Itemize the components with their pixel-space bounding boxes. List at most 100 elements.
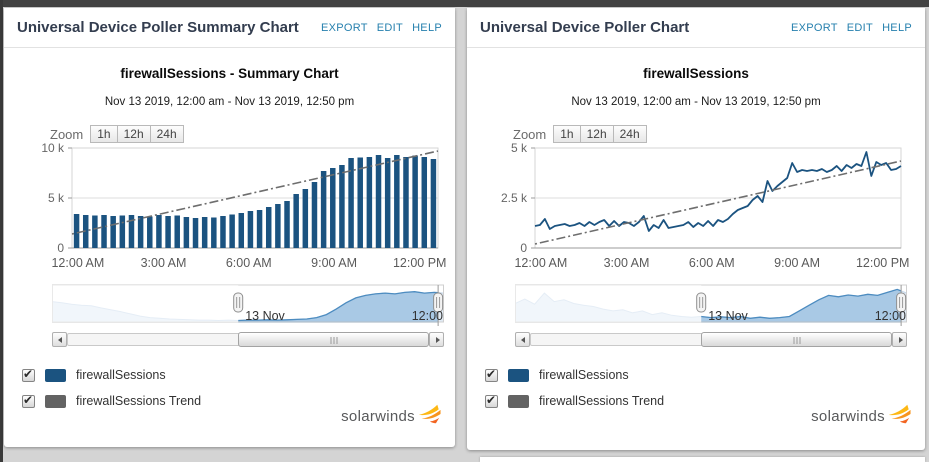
- bar: [265, 207, 272, 248]
- trend-color-swatch: [45, 394, 66, 408]
- navigator-handle-left[interactable]: [696, 292, 707, 313]
- zoom-24h-button[interactable]: 24h: [149, 125, 184, 143]
- summary-chart-resource-panel: Universal Device Poller Summary Chart EX…: [4, 8, 455, 447]
- y-axis-label: 2.5 k: [501, 191, 528, 205]
- bar: [101, 215, 107, 248]
- partial-panel-below: [480, 457, 925, 462]
- y-axis-label: 5 k: [48, 191, 65, 205]
- x-axis-label: 3:00 AM: [604, 256, 650, 270]
- left-window-edge: [0, 0, 3, 462]
- x-axis-label: 3:00 AM: [141, 256, 187, 270]
- bar: [394, 155, 400, 248]
- bar: [192, 218, 199, 248]
- left-arrow-icon: [521, 337, 525, 343]
- trend-checkbox[interactable]: [22, 393, 35, 408]
- bar: [110, 216, 116, 248]
- bar: [201, 217, 208, 248]
- help-link[interactable]: HELP: [882, 21, 912, 34]
- scroll-right-button[interactable]: [892, 332, 907, 347]
- bar: [211, 217, 217, 248]
- navigator-chart[interactable]: 13 Nov 12:00: [515, 280, 907, 330]
- series-line: [534, 151, 902, 232]
- zoom-controls: Zoom 1h 12h 24h: [513, 125, 647, 143]
- bar: [339, 165, 345, 248]
- chart-legend: firewallSessions firewallSessions Trend: [485, 362, 664, 414]
- resource-header-links: EXPORT EDIT HELP: [791, 22, 912, 34]
- trend-color-swatch: [508, 394, 529, 408]
- bar: [156, 215, 162, 248]
- bar: [366, 157, 373, 248]
- chart-date-range: Nov 13 2019, 12:00 am - Nov 13 2019, 12:…: [104, 96, 355, 108]
- bar: [119, 215, 126, 248]
- navigator-scrollbar[interactable]: [52, 332, 444, 347]
- navigator-chart[interactable]: 13 Nov 12:00: [52, 280, 444, 330]
- legend-item-trend: firewallSessions Trend: [22, 388, 201, 414]
- series-checkbox[interactable]: [22, 367, 35, 382]
- trend-line: [71, 150, 439, 235]
- x-axis-label: 9:00 AM: [311, 256, 357, 270]
- navigator-handle-left[interactable]: [233, 292, 244, 313]
- bar: [357, 157, 363, 248]
- bar: [320, 171, 327, 248]
- scroll-left-button[interactable]: [515, 332, 530, 347]
- solarwinds-logo-text: solarwinds: [811, 408, 885, 425]
- navigator-handle-right[interactable]: [896, 292, 907, 313]
- bar: [183, 217, 190, 248]
- main-chart: 5 k 2.5 k 012:00 AM 3:00 AM 6:00 AM 9:00 AM 12…: [501, 142, 909, 270]
- zoom-controls: Zoom 1h 12h 24h: [50, 125, 184, 143]
- y-axis-label: 10 k: [41, 142, 65, 155]
- edit-link[interactable]: EDIT: [376, 21, 404, 34]
- x-axis-label: 6:00 AM: [689, 256, 735, 270]
- scroll-left-button[interactable]: [52, 332, 67, 347]
- x-axis-label: 6:00 AM: [226, 256, 272, 270]
- help-link[interactable]: HELP: [412, 21, 442, 34]
- export-link[interactable]: EXPORT: [320, 21, 368, 34]
- series-label: firewallSessions: [539, 368, 629, 382]
- bar: [256, 210, 263, 248]
- bar: [330, 168, 336, 248]
- scrollbar-thumb[interactable]: [701, 332, 892, 347]
- trend-label: firewallSessions Trend: [76, 394, 202, 408]
- legend-item-series: firewallSessions: [485, 362, 664, 388]
- series-color-swatch: [45, 368, 66, 382]
- right-arrow-icon: [436, 337, 440, 343]
- bar: [220, 216, 226, 248]
- chart-legend: firewallSessions firewallSessions Trend: [22, 362, 201, 414]
- solarwinds-swoosh-icon: [888, 404, 911, 423]
- bar: [403, 157, 409, 248]
- export-link[interactable]: EXPORT: [790, 21, 838, 34]
- scrollbar-thumb[interactable]: [238, 332, 429, 347]
- zoom-12h-button[interactable]: 12h: [579, 125, 614, 143]
- zoom-1h-button[interactable]: 1h: [553, 125, 581, 143]
- navigator-mask: [515, 285, 702, 322]
- grip-icon: [330, 337, 338, 344]
- scroll-right-button[interactable]: [429, 332, 444, 347]
- zoom-24h-button[interactable]: 24h: [612, 125, 647, 143]
- zoom-label: Zoom: [50, 126, 84, 142]
- y-axis-label: 5 k: [511, 142, 528, 155]
- x-axis-label: 12:00 AM: [51, 256, 104, 270]
- bar: [247, 211, 254, 248]
- top-window-bar: [0, 0, 929, 7]
- bar: [128, 215, 135, 248]
- resource-header: Universal Device Poller Chart EXPORT EDI…: [467, 8, 925, 48]
- grip-icon: [793, 337, 801, 344]
- series-color-swatch: [508, 368, 529, 382]
- navigator-series-selected: [238, 291, 439, 323]
- zoom-12h-button[interactable]: 12h: [116, 125, 151, 143]
- navigator-scrollbar[interactable]: [515, 332, 907, 347]
- resource-header-links: EXPORT EDIT HELP: [321, 22, 442, 34]
- bar: [384, 158, 391, 248]
- edit-link[interactable]: EDIT: [846, 21, 874, 34]
- main-chart: 10 k 5 k 012:00 AM 3:00 AM 6:00 AM 9:00 AM 12:…: [41, 142, 446, 270]
- solarwinds-logo: solarwinds: [811, 404, 911, 425]
- series-checkbox[interactable]: [485, 367, 498, 382]
- zoom-1h-button[interactable]: 1h: [90, 125, 118, 143]
- bar: [348, 158, 354, 248]
- bar: [229, 214, 235, 248]
- navigator-date-label: 13 Nov: [245, 309, 285, 323]
- trend-checkbox[interactable]: [485, 393, 498, 408]
- navigator-handle-right[interactable]: [433, 292, 444, 313]
- bar: [275, 204, 281, 248]
